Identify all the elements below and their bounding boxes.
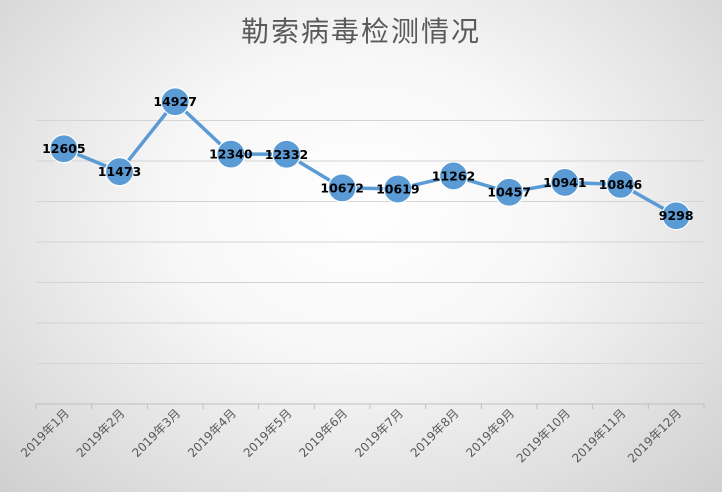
data-label: 12340 bbox=[209, 147, 253, 162]
data-label: 10846 bbox=[599, 177, 643, 192]
data-label: 14927 bbox=[153, 94, 197, 109]
data-point-marker bbox=[550, 167, 580, 198]
x-tick-label: 2019年1月 bbox=[18, 406, 72, 460]
x-tick-label: 2019年4月 bbox=[185, 406, 239, 460]
data-point-marker bbox=[104, 157, 135, 187]
data-label: 12605 bbox=[42, 141, 86, 156]
x-tick-label: 2019年2月 bbox=[74, 406, 128, 460]
x-tick-label: 2019年5月 bbox=[241, 406, 295, 460]
data-point-marker bbox=[49, 134, 79, 164]
x-tick-label: 2019年9月 bbox=[463, 406, 517, 460]
data-point-marker bbox=[605, 169, 636, 199]
x-tick-label: 2019年6月 bbox=[296, 406, 350, 460]
data-label: 10457 bbox=[487, 185, 531, 200]
x-tick-label: 2019年8月 bbox=[408, 406, 462, 460]
data-point-marker bbox=[383, 174, 413, 204]
data-label: 11262 bbox=[432, 168, 476, 183]
data-label: 11473 bbox=[98, 164, 142, 179]
x-tick-label: 2019年10月 bbox=[514, 406, 573, 465]
x-tick-label: 2019年7月 bbox=[352, 406, 406, 460]
data-label: 10672 bbox=[320, 180, 364, 195]
data-label: 10941 bbox=[543, 175, 587, 190]
series-line bbox=[63, 99, 678, 218]
data-point-marker bbox=[494, 177, 524, 207]
data-point-marker bbox=[438, 161, 469, 191]
data-label: 10619 bbox=[376, 181, 420, 196]
data-label: 12332 bbox=[265, 147, 309, 162]
x-tick-label: 2019年12月 bbox=[625, 406, 684, 465]
data-point-marker bbox=[661, 201, 691, 231]
data-point-marker bbox=[327, 173, 357, 203]
data-point-marker bbox=[216, 139, 246, 169]
x-tick-label: 2019年3月 bbox=[129, 406, 183, 460]
data-point-marker bbox=[271, 139, 302, 169]
data-point-marker bbox=[160, 87, 190, 117]
x-tick-label: 2019年11月 bbox=[569, 406, 628, 465]
data-label: 9298 bbox=[659, 208, 694, 223]
chart-title: 勒索病毒检测情况 bbox=[240, 15, 481, 48]
